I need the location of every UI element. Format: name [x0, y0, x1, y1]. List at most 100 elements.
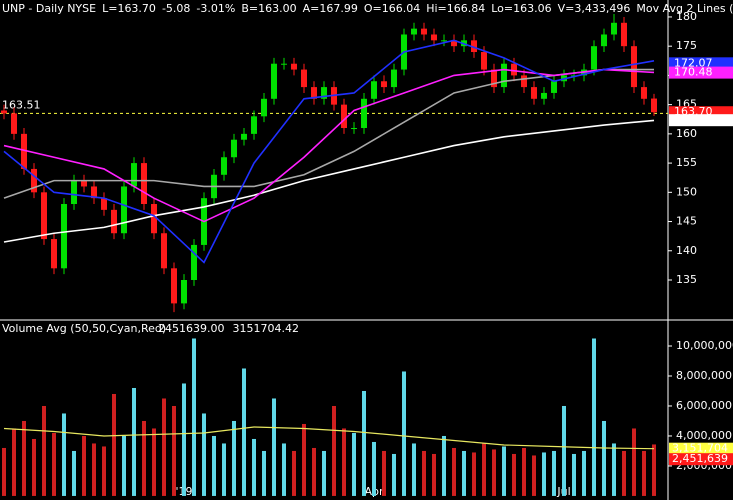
volume-bar [302, 423, 306, 496]
y-tick-label: 150 [676, 185, 697, 198]
volume-bar [452, 447, 456, 496]
volume-bar [552, 450, 556, 496]
volume-tag-label: 2,451,639 [672, 452, 728, 465]
header-text: -5.08 [162, 2, 190, 15]
y-tick-label: 145 [676, 215, 697, 228]
candle-body [551, 81, 557, 93]
moving-average [3, 68, 655, 223]
y-tick-label: 160 [676, 127, 697, 140]
volume-bar [92, 443, 96, 496]
volume-bar [192, 338, 196, 496]
candle-body [531, 87, 537, 99]
candle-body [261, 98, 267, 117]
volume-bar [612, 443, 616, 496]
volume-bar [12, 428, 16, 496]
candle-body [11, 113, 17, 134]
header-text: O=166.04 [364, 2, 420, 15]
volume-bar [122, 435, 126, 496]
candle-body [511, 63, 517, 76]
volume-bar [442, 435, 446, 496]
panel-stat: 2451639.00 [158, 322, 224, 335]
volume-bar [392, 453, 396, 496]
candle-body [631, 46, 637, 88]
candle-body [491, 69, 497, 88]
y-tick-label: 4,000,000 [676, 429, 732, 442]
header-text: -3.01% [196, 2, 235, 15]
candle-body [31, 168, 37, 193]
panel-title: Volume Avg (50,50,Cyan,Red) [2, 322, 166, 335]
candle-body [591, 46, 597, 70]
candle-body [611, 22, 617, 35]
volume-bar [152, 428, 156, 496]
y-tick-label: 6,000,000 [676, 399, 732, 412]
candle-body [391, 69, 397, 88]
volume-bar [622, 450, 626, 496]
volume-bar [32, 438, 36, 496]
candle-body [221, 157, 227, 175]
y-tick-label: 10,000,000 [676, 339, 733, 352]
volume-bar [82, 435, 86, 496]
volume-bar [572, 453, 576, 496]
candle-body [341, 104, 347, 129]
candle-body [451, 40, 457, 47]
volume-tag-label: 3,151,704 [672, 442, 728, 455]
volume-bar [2, 447, 6, 496]
panel-stat: 3151704.42 [232, 322, 298, 335]
candle-body [421, 28, 427, 35]
candle-body [281, 63, 287, 65]
volume-bar [472, 452, 476, 496]
volume-bar [522, 447, 526, 496]
header-text: Hi=166.84 [426, 2, 485, 15]
header-text: A=167.99 [303, 2, 358, 15]
candle-body [651, 98, 657, 113]
candle-body [171, 268, 177, 304]
candle-body [71, 180, 77, 205]
candle-body [371, 81, 377, 99]
volume-bar [602, 420, 606, 496]
volume-bar [212, 435, 216, 496]
volume-bar [282, 443, 286, 496]
candle-body [241, 133, 247, 140]
volume-bar [492, 449, 496, 496]
header-text: Lo=163.06 [491, 2, 551, 15]
volume-tag [669, 453, 733, 466]
candle-body [471, 40, 477, 53]
price-tag [669, 57, 733, 70]
volume-bar [512, 453, 516, 496]
header-text: UNP - Daily NYSE [2, 2, 96, 15]
y-tick-label: 175 [676, 39, 697, 52]
y-tick-label: 180 [676, 10, 697, 23]
volume-bar [22, 420, 26, 496]
candle-body [641, 87, 647, 99]
volume-bar [382, 450, 386, 496]
candle-body [411, 28, 417, 35]
candle-body [351, 128, 357, 130]
volume-bar [362, 390, 366, 496]
candle-body [101, 198, 107, 210]
volume-bar [132, 387, 136, 496]
moving-average [3, 119, 655, 243]
candle-body [621, 22, 627, 47]
volume-bar [292, 450, 296, 496]
volume-bar [482, 443, 486, 496]
candle-body [291, 63, 297, 70]
candle-body [1, 110, 7, 114]
volume-bar [462, 450, 466, 496]
volume-bar [412, 443, 416, 496]
volume-bar [632, 428, 636, 496]
volume-bar [222, 443, 226, 496]
candle-body [361, 98, 367, 129]
volume-bar [372, 441, 376, 496]
volume-bar [62, 413, 66, 496]
candle-body [251, 116, 257, 134]
candle-body [51, 239, 57, 269]
candle-body [41, 192, 47, 240]
volume-bar [652, 444, 656, 496]
candle-body [501, 63, 507, 88]
price-tag-label: 170.48 [674, 66, 713, 79]
candle-body [121, 186, 127, 234]
price-tag [669, 66, 733, 79]
volume-bar [102, 446, 106, 496]
candle-body [151, 204, 157, 234]
volume-bar [592, 338, 596, 496]
